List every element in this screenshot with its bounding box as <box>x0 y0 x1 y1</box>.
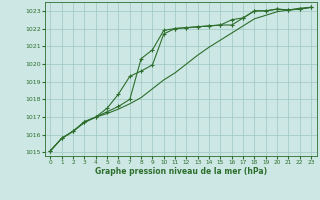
X-axis label: Graphe pression niveau de la mer (hPa): Graphe pression niveau de la mer (hPa) <box>95 167 267 176</box>
